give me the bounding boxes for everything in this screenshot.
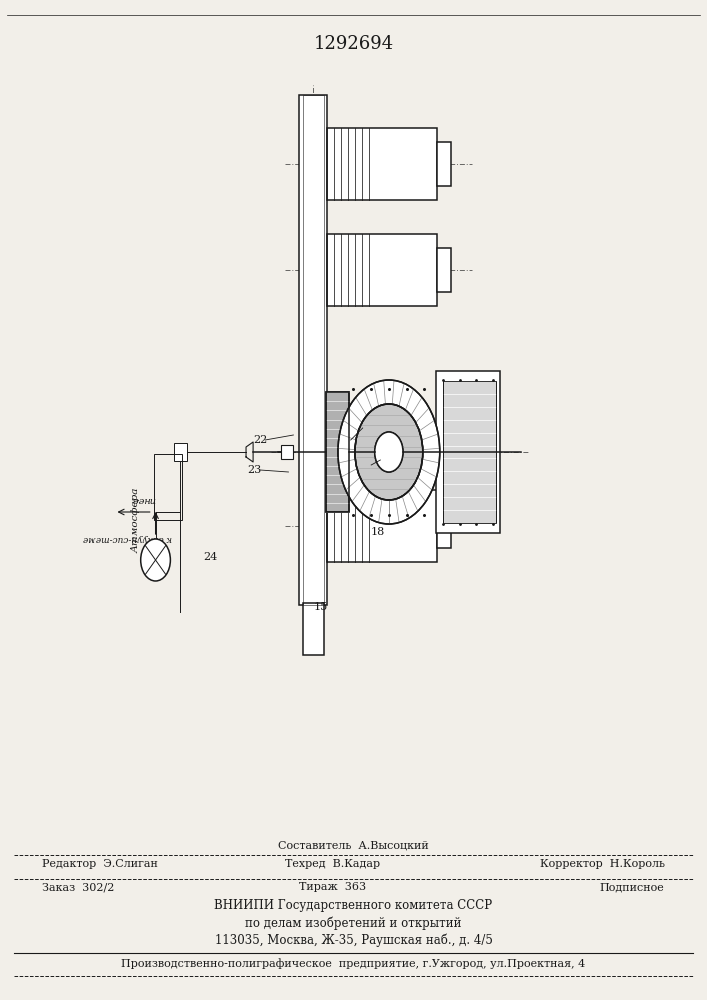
Bar [436,371,500,533]
Text: 20: 20 [346,470,361,480]
Bar [443,381,496,523]
Bar [303,603,324,655]
Text: Корректор  Н.Король: Корректор Н.Король [539,859,665,869]
Bar [437,142,451,186]
Text: Редактор  Э.Слиган: Редактор Э.Слиган [42,859,158,869]
Bar [326,392,349,512]
Text: Техред  В.Кадар: Техред В.Кадар [285,859,380,869]
Text: 24: 24 [204,552,218,562]
Bar [437,504,451,548]
Text: Заказ  302/2: Заказ 302/2 [42,882,115,892]
Text: 46: 46 [354,423,368,433]
Bar [154,454,182,520]
Bar [327,234,437,306]
Bar [281,445,293,459]
Text: Производственно-полиграфическое  предприятие, г.Ужгород, ул.Проектная, 4: Производственно-полиграфическое предприя… [122,959,585,969]
Bar [327,128,437,200]
Bar [303,95,324,605]
Text: по делам изобретений и открытий: по делам изобретений и открытий [245,916,462,930]
Bar [299,95,327,605]
Circle shape [375,432,403,472]
Text: 18: 18 [371,527,385,537]
Bar [174,443,187,461]
Bar [437,248,451,292]
Text: Подписное: Подписное [600,882,665,892]
Bar [327,490,437,562]
Text: 15: 15 [313,602,327,612]
Text: 22: 22 [253,435,267,445]
Text: 17: 17 [396,442,410,452]
Text: Тираж  363: Тираж 363 [299,882,366,892]
Text: 1292694: 1292694 [313,35,394,53]
Circle shape [355,404,423,500]
Bar [443,381,496,523]
Text: ВНИИПИ Государственного комитета СССР: ВНИИПИ Государственного комитета СССР [214,900,493,912]
Circle shape [141,539,170,581]
Text: Составитель  А.Высоцкий: Составитель А.Высоцкий [278,840,429,850]
Text: Фиг. 1: Фиг. 1 [438,448,479,460]
Text: 19: 19 [371,455,385,465]
Circle shape [338,380,440,524]
Text: к вакуун-сис-теме: к вакуун-сис-теме [83,534,172,543]
Circle shape [375,432,403,472]
Text: пнев: пнев [131,495,155,504]
Text: Атмосфера: Атмосфера [132,487,140,553]
Text: 23: 23 [247,465,262,475]
Text: 113035, Москва, Ж-35, Раушская наб., д. 4/5: 113035, Москва, Ж-35, Раушская наб., д. … [214,933,493,947]
Bar [326,392,349,512]
